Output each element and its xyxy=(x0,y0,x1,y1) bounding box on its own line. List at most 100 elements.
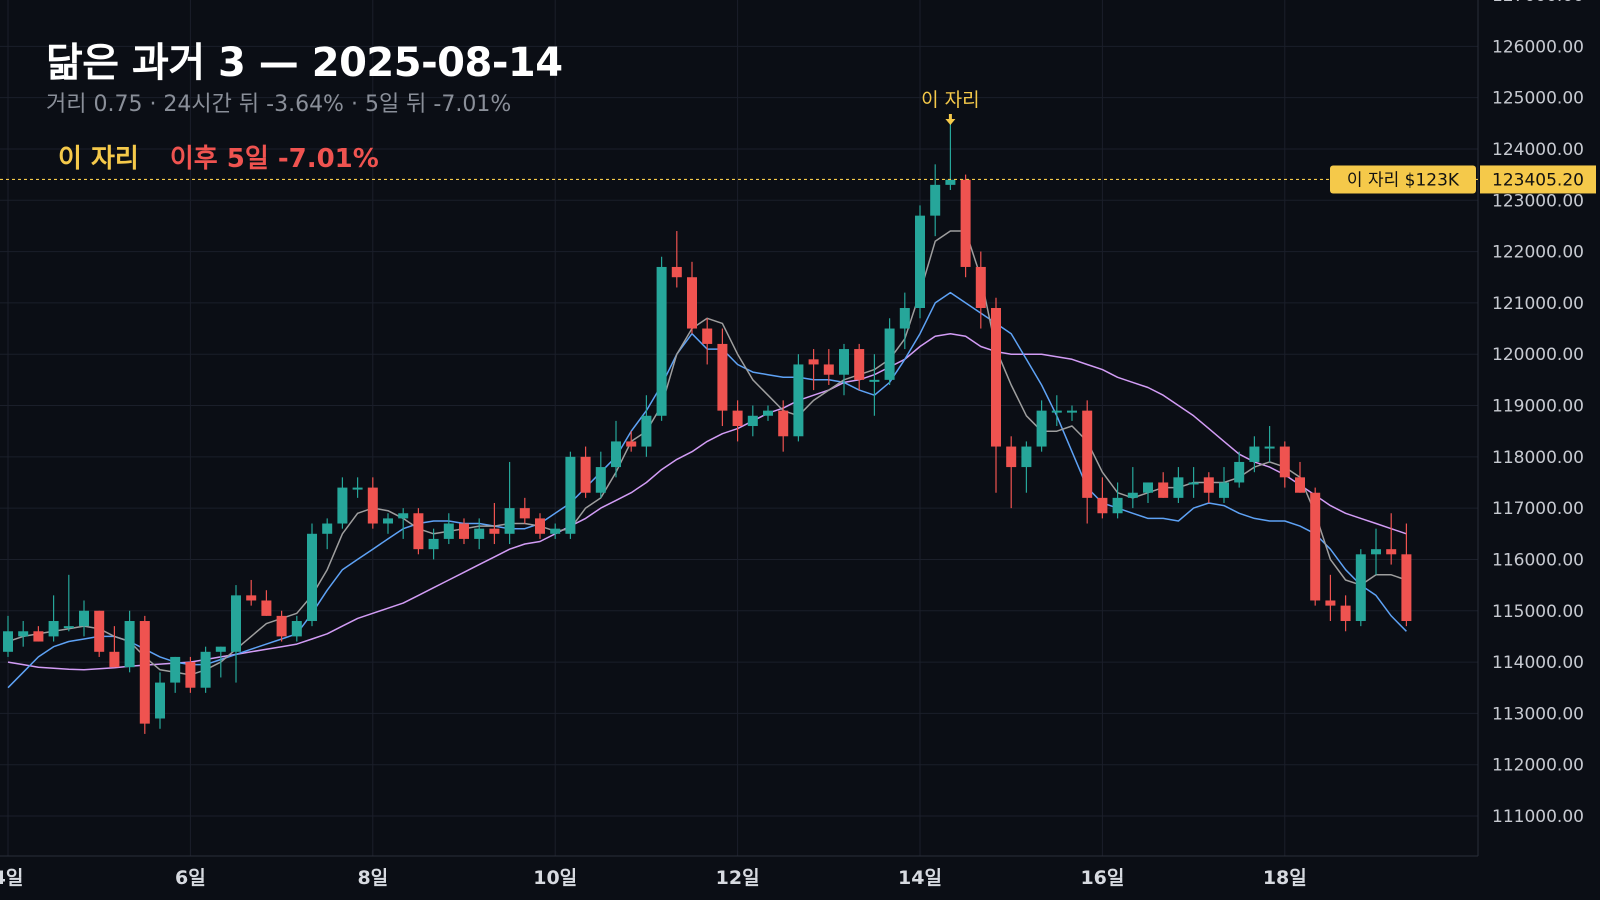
candle-body xyxy=(671,266,682,278)
candle-down xyxy=(139,615,150,734)
candle-down xyxy=(991,297,1001,493)
candle-body xyxy=(702,328,713,344)
candle-down xyxy=(778,400,789,452)
candle-up xyxy=(1219,467,1229,503)
y-tick-label: 118000.00 xyxy=(1492,448,1584,468)
candle-up xyxy=(1051,395,1062,427)
candle-down xyxy=(580,446,591,498)
candle-body xyxy=(1401,554,1412,622)
candle-body xyxy=(611,441,621,468)
candle-body xyxy=(1067,410,1077,413)
candle-body xyxy=(899,308,910,329)
x-tick-label: 12일 xyxy=(716,867,760,889)
candle-body xyxy=(1051,410,1062,413)
candle-up xyxy=(1067,405,1077,421)
y-tick-label: 119000.00 xyxy=(1492,397,1584,417)
candle-down xyxy=(94,610,105,657)
candle-up xyxy=(398,508,409,539)
candle-body xyxy=(352,487,363,490)
x-tick-label: 10일 xyxy=(533,867,577,889)
y-axis: 111000.00 112000.00 113000.00 114000.00 1150… xyxy=(1492,0,1584,827)
candle-up xyxy=(1173,467,1184,503)
candle-up xyxy=(869,354,880,416)
candle-body xyxy=(732,410,743,427)
candle-body xyxy=(63,626,74,629)
y-tick-label: 117000.00 xyxy=(1492,499,1584,519)
candle-body xyxy=(276,615,287,637)
candle-down xyxy=(732,400,743,442)
candle-body xyxy=(443,523,454,539)
x-tick-label: 16일 xyxy=(1080,867,1124,889)
candle-body xyxy=(1249,446,1260,462)
candle-up xyxy=(1021,441,1032,493)
candle-up xyxy=(79,600,89,637)
candle-body xyxy=(1310,492,1321,601)
candle-body xyxy=(763,410,773,416)
candle-up xyxy=(443,513,454,545)
marker-legend: 이 자리 이후 5일 -7.01% xyxy=(58,138,379,175)
candle-body xyxy=(337,487,348,524)
y-tick-label: 123000.00 xyxy=(1492,191,1584,211)
candle-body xyxy=(1082,410,1093,498)
candle-body xyxy=(839,349,849,375)
y-tick-label: 116000.00 xyxy=(1492,550,1584,570)
candle-up xyxy=(474,518,485,550)
candle-down xyxy=(489,502,500,545)
candle-body xyxy=(1340,605,1351,622)
candle-up xyxy=(945,118,956,190)
candle-down xyxy=(1097,477,1108,519)
y-tick-label: 111000.00 xyxy=(1492,807,1584,827)
candle-up xyxy=(124,610,135,673)
candle-body xyxy=(231,595,241,652)
marker-arrow-icon xyxy=(945,114,956,125)
candle-body xyxy=(398,513,409,519)
candle-body xyxy=(641,415,652,447)
candle-body xyxy=(367,487,378,524)
candle-up xyxy=(1127,467,1138,509)
candle-up xyxy=(200,646,211,693)
candle-down xyxy=(671,231,682,288)
candle-down xyxy=(1082,400,1093,524)
candle-up xyxy=(565,451,576,539)
marker-legend-label: 이 자리 xyxy=(58,144,139,174)
candle-body xyxy=(930,184,941,216)
y-tick-label: 126000.00 xyxy=(1492,37,1584,57)
ma-fast-line xyxy=(7,230,1407,676)
candle-up xyxy=(641,395,652,457)
candle-body xyxy=(960,179,971,267)
candle-down xyxy=(1340,595,1351,632)
x-tick-label: 14일 xyxy=(898,867,942,889)
candle-body xyxy=(428,538,439,550)
candle-up xyxy=(383,513,393,534)
chart-subtitle: 거리 0.75 · 24시간 뒤 -3.64% · 5일 뒤 -7.01% xyxy=(46,92,512,117)
chart-title: 닮은 과거 3 — 2025-08-14 xyxy=(46,40,563,86)
y-tick-label: 124000.00 xyxy=(1492,140,1584,160)
candle-up xyxy=(322,518,333,550)
candle-down xyxy=(459,518,469,545)
candle-body xyxy=(322,523,333,534)
candle-up xyxy=(1264,426,1275,462)
candle-up xyxy=(930,164,941,237)
candle-down xyxy=(702,318,713,365)
candle-body xyxy=(261,600,272,616)
candle-up xyxy=(763,405,773,421)
candle-up xyxy=(291,615,302,642)
candle-body xyxy=(1112,497,1123,514)
candle-body xyxy=(945,179,956,185)
candle-body xyxy=(747,415,758,427)
candle-down xyxy=(109,626,120,668)
candle-body xyxy=(1127,492,1138,498)
candle-body xyxy=(504,508,515,534)
candle-down xyxy=(687,261,697,334)
candle-body xyxy=(778,410,789,437)
candle-body xyxy=(474,528,485,539)
candle-body xyxy=(1295,477,1305,493)
candle-up xyxy=(48,595,59,642)
candle-down xyxy=(854,343,865,391)
y-tick-label: 125000.00 xyxy=(1492,89,1584,109)
candle-up xyxy=(18,621,29,647)
candle-body xyxy=(1188,482,1199,485)
candle-body xyxy=(1158,482,1169,498)
candle-body xyxy=(975,266,986,309)
